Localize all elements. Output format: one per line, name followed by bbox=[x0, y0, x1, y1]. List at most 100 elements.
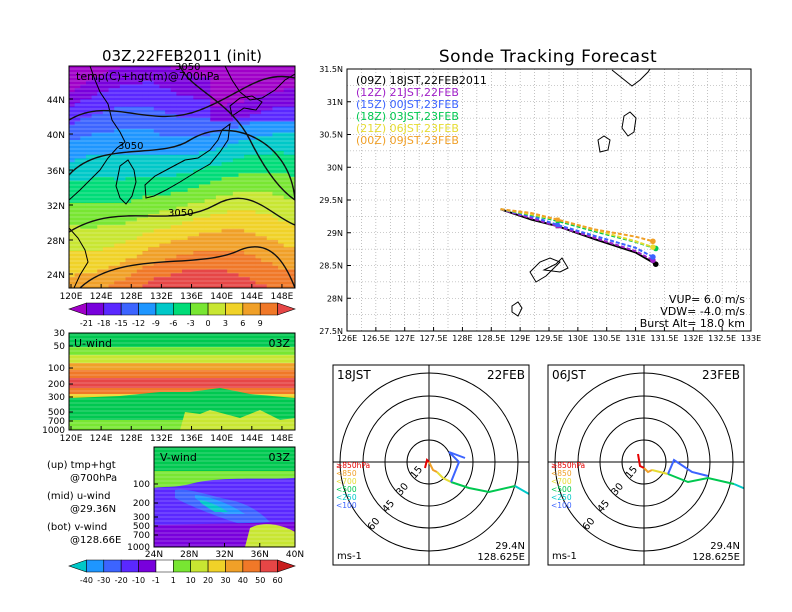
temp-cell bbox=[153, 169, 160, 174]
temp-cell bbox=[187, 184, 194, 189]
temp-cell bbox=[244, 262, 251, 267]
temp-cell bbox=[238, 169, 245, 174]
temp-cell bbox=[148, 251, 155, 256]
temp-cell bbox=[278, 132, 285, 137]
temp-cell bbox=[198, 114, 206, 119]
temp-cell bbox=[289, 99, 295, 104]
temp-cell bbox=[131, 225, 138, 230]
temp-cell bbox=[114, 221, 121, 226]
temp-cell bbox=[204, 77, 211, 82]
temp-cell bbox=[97, 69, 104, 74]
temp-cell bbox=[261, 99, 268, 104]
temp-cell bbox=[221, 103, 228, 108]
temp-cell bbox=[198, 151, 206, 156]
temp-cell bbox=[182, 214, 189, 219]
temp-cell bbox=[283, 136, 290, 141]
temp-cell bbox=[142, 247, 149, 252]
temp-cell bbox=[232, 158, 240, 163]
temp-cell bbox=[278, 84, 285, 89]
temp-cell bbox=[283, 147, 290, 152]
temp-cell bbox=[232, 276, 240, 282]
temp-cell bbox=[272, 106, 279, 111]
temp-cell bbox=[142, 258, 149, 263]
temp-cell bbox=[238, 280, 245, 285]
temp-cell bbox=[249, 254, 257, 259]
temp-cell bbox=[238, 236, 245, 241]
temp-cell bbox=[232, 280, 240, 285]
temp-cell bbox=[182, 154, 189, 160]
temp-cell bbox=[108, 214, 115, 219]
temp-cell bbox=[108, 110, 115, 115]
temp-cell bbox=[125, 202, 132, 208]
temp-cell bbox=[266, 169, 273, 174]
temp-cell bbox=[261, 154, 268, 160]
temp-cell bbox=[131, 280, 138, 285]
tracking-legend-entry: (21Z) 06JST,23FEB bbox=[356, 122, 459, 135]
temp-cell bbox=[198, 199, 206, 204]
u-wind-y-tick-label: 30 bbox=[54, 329, 66, 339]
temp-cell bbox=[125, 251, 132, 256]
temp-cell bbox=[238, 265, 245, 271]
v-wind-x-tick-label: 24N bbox=[145, 550, 163, 560]
temp-cell bbox=[278, 73, 285, 78]
temp-cell bbox=[261, 265, 268, 271]
temp-cell bbox=[176, 269, 183, 274]
temp-cell bbox=[114, 239, 121, 245]
temp-cell bbox=[289, 158, 295, 163]
temp-cell bbox=[148, 162, 155, 167]
temp-cell bbox=[232, 254, 240, 259]
temp-cell bbox=[131, 117, 138, 123]
temp-cell bbox=[97, 214, 104, 219]
wind-colorbar-label: 20 bbox=[203, 576, 213, 585]
temp-cell bbox=[69, 243, 76, 248]
temp-cell bbox=[114, 154, 121, 160]
temp-cell bbox=[182, 114, 189, 119]
tracking-series-line bbox=[500, 208, 654, 243]
tracking-legend-entry: (15Z) 00JST,23FEB bbox=[356, 98, 459, 111]
temp-cell bbox=[283, 247, 290, 252]
temp-cell bbox=[170, 84, 177, 89]
note-up-2: @700hPa bbox=[70, 473, 117, 484]
temp-cell bbox=[125, 121, 132, 126]
v-wind-y-tick-label: 500 bbox=[133, 522, 150, 532]
temp-cell bbox=[170, 276, 177, 282]
temp-cell bbox=[249, 128, 257, 134]
temp-cell bbox=[91, 269, 98, 274]
temp-cell bbox=[238, 99, 245, 104]
temp-cell bbox=[131, 188, 138, 193]
temp-cell bbox=[142, 95, 149, 100]
temp-cell bbox=[278, 221, 285, 226]
temp-cell bbox=[289, 95, 295, 100]
temp-cell bbox=[227, 188, 234, 193]
temp-cell bbox=[221, 280, 228, 285]
temp-cell bbox=[114, 110, 121, 115]
temp-cell bbox=[182, 84, 189, 89]
temp-cell bbox=[283, 132, 290, 137]
temp-cell bbox=[97, 225, 104, 230]
temp-cell bbox=[221, 66, 228, 71]
temp-cell bbox=[215, 95, 223, 100]
temp-cell bbox=[159, 265, 166, 271]
temp-cell bbox=[255, 206, 262, 211]
temp-cell bbox=[131, 177, 138, 182]
temp-cell bbox=[249, 69, 257, 74]
temp-cell bbox=[249, 214, 257, 219]
temp-cell bbox=[91, 151, 98, 156]
temp-cell bbox=[125, 173, 132, 178]
temp-cell bbox=[182, 221, 189, 226]
temp-cell bbox=[255, 169, 262, 174]
temp-cell bbox=[278, 95, 285, 100]
temp-cell bbox=[119, 265, 127, 271]
temp-cell bbox=[119, 80, 127, 86]
temp-cell bbox=[210, 169, 217, 174]
temp-cell bbox=[153, 225, 160, 230]
temp-cell bbox=[102, 121, 110, 126]
temp-cell bbox=[153, 228, 160, 234]
temp-cell bbox=[136, 258, 144, 263]
temp-cell bbox=[165, 191, 172, 197]
temp-cell bbox=[266, 173, 273, 178]
temp-cell bbox=[102, 191, 110, 197]
temp-cell bbox=[170, 117, 177, 123]
u-wind-x-tick-label: 136E bbox=[180, 434, 203, 444]
temp-cell bbox=[182, 106, 189, 111]
